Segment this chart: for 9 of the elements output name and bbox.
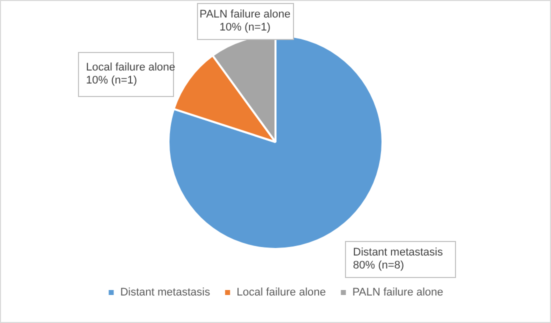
data-label: 10% (n=1) [219, 22, 271, 34]
legend-label: Local failure alone [236, 286, 326, 299]
slice-label: PALN failure alone [200, 8, 290, 21]
legend-label: PALN failure alone [352, 286, 444, 299]
data-label: 10% (n=1) [86, 74, 138, 87]
slice-label: Distant metastasis [353, 246, 444, 259]
data-label: 80% (n=8) [353, 260, 404, 272]
legend-label: Distant metastasis [120, 286, 211, 299]
slice-label: Local failure alone [86, 62, 176, 74]
